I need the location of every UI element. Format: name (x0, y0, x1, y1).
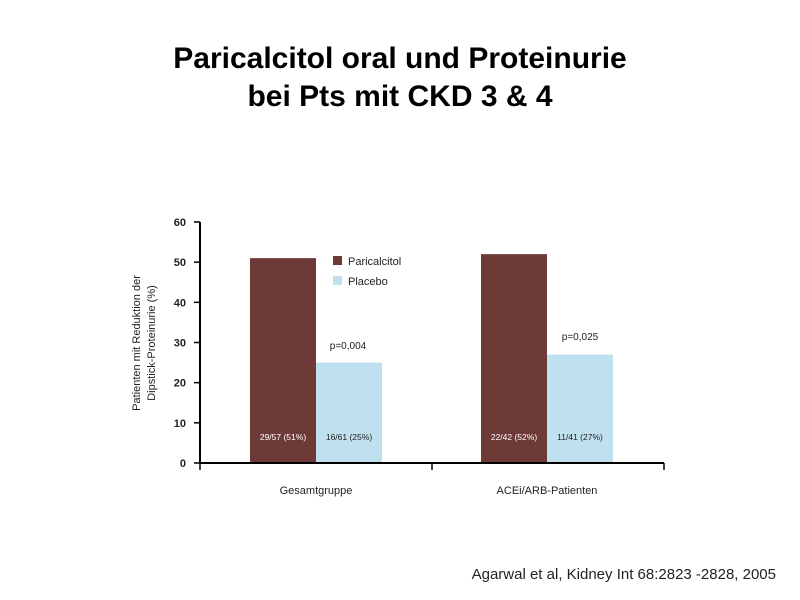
y-tick-label: 20 (174, 378, 186, 390)
y-tick-label: 60 (174, 217, 186, 229)
p-value-annotation: p=0,025 (562, 332, 599, 343)
legend-swatch-placebo (333, 276, 342, 285)
bar-placebo-2 (547, 354, 613, 463)
y-tick-label: 50 (174, 257, 186, 269)
bar-data-label: 29/57 (51%) (260, 432, 306, 442)
y-axis-label-line-2: Dipstick-Proteinurie (%) (146, 285, 158, 401)
x-category-label: Gesamtgruppe (280, 485, 353, 497)
bar-paricalcitol-1 (250, 258, 316, 463)
y-tick-label: 40 (174, 297, 186, 309)
bar-data-label: 16/61 (25%) (326, 432, 372, 442)
legend-swatch-paricalcitol (333, 256, 342, 265)
y-axis-label-line-1: Patienten mit Reduktion der (131, 275, 143, 411)
bar-paricalcitol-2 (481, 254, 547, 463)
p-value-annotation: p=0,004 (330, 341, 367, 352)
title-line-2: bei Pts mit CKD 3 & 4 (247, 80, 553, 113)
citation: Agarwal et al, Kidney Int 68:2823 -2828,… (471, 566, 776, 583)
slide-title: Paricalcitol oral und Proteinurie bei Pt… (0, 40, 800, 116)
bar-data-label: 11/41 (27%) (557, 432, 603, 442)
legend-label-placebo: Placebo (348, 276, 388, 288)
legend-label-paricalcitol: Paricalcitol (348, 256, 401, 268)
y-tick-label: 0 (180, 458, 186, 470)
title-line-1: Paricalcitol oral und Proteinurie (173, 42, 627, 75)
bar-placebo-1 (316, 362, 382, 463)
y-tick-label: 10 (174, 418, 186, 430)
x-category-label: ACEi/ARB-Patienten (497, 485, 598, 497)
bar-data-label: 22/42 (52%) (491, 432, 537, 442)
y-tick-label: 30 (174, 338, 186, 350)
